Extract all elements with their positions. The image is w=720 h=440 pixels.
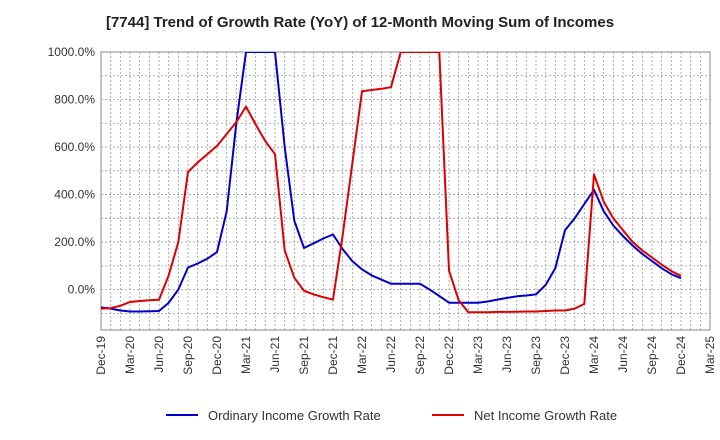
- y-tick-label: 200.0%: [54, 235, 95, 249]
- x-tick-label: Jun-24: [616, 336, 630, 373]
- legend-ordinary-income-label: Ordinary Income Growth Rate: [208, 408, 381, 423]
- x-tick-label: Mar-22: [355, 336, 369, 374]
- chart-title: [7744] Trend of Growth Rate (YoY) of 12-…: [105, 14, 615, 31]
- x-tick-label: Dec-22: [442, 336, 456, 375]
- x-tick-label: Sep-22: [413, 336, 427, 375]
- x-tick-label: Sep-21: [297, 336, 311, 375]
- y-tick-label: 0.0%: [68, 283, 96, 297]
- x-tick-label: Dec-23: [558, 336, 572, 375]
- x-tick-label: Mar-21: [239, 336, 253, 374]
- ordinary-income-line: [101, 52, 682, 313]
- x-tick-label: Dec-19: [94, 336, 108, 375]
- x-tick-label: Jun-22: [384, 336, 398, 373]
- y-tick-label: 800.0%: [54, 93, 95, 107]
- y-tick-label: 400.0%: [54, 188, 95, 202]
- plot-area: [100, 51, 711, 331]
- x-tick-label: Jun-21: [268, 336, 282, 373]
- x-tick-label: Mar-20: [123, 336, 137, 374]
- x-tick-label: Dec-21: [326, 336, 340, 375]
- x-tick-label: Mar-24: [587, 336, 601, 374]
- net-income-line: [101, 52, 682, 314]
- x-tick-label: Sep-24: [645, 336, 659, 375]
- x-tick-label: Mar-23: [471, 336, 485, 374]
- x-tick-label: Sep-23: [529, 336, 543, 375]
- x-tick-label: Sep-20: [181, 336, 195, 375]
- x-tick-label: Jun-20: [152, 336, 166, 373]
- x-tick-label: Jun-23: [500, 336, 514, 373]
- y-tick-label: 600.0%: [54, 140, 95, 154]
- x-tick-label: Mar-25: [703, 336, 717, 374]
- x-tick-label: Dec-24: [674, 336, 688, 375]
- series-group: [101, 52, 682, 314]
- legend-net-income-label: Net Income Growth Rate: [474, 408, 617, 423]
- x-tick-label: Dec-20: [210, 336, 224, 375]
- y-tick-label: 1000.0%: [48, 45, 96, 59]
